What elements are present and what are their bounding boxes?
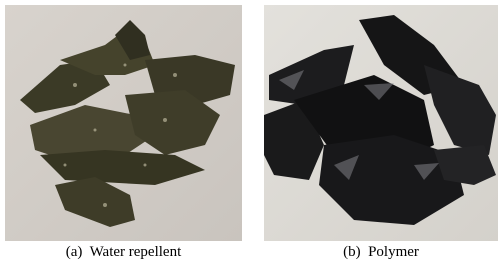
photo-water-repellent xyxy=(5,5,242,241)
figure: (a) Water repellent (b) Polymer xyxy=(0,0,499,265)
photo-polymer xyxy=(264,5,498,241)
caption: (a) Water repellent xyxy=(5,244,242,261)
caption: (b) Polymer xyxy=(264,244,498,261)
